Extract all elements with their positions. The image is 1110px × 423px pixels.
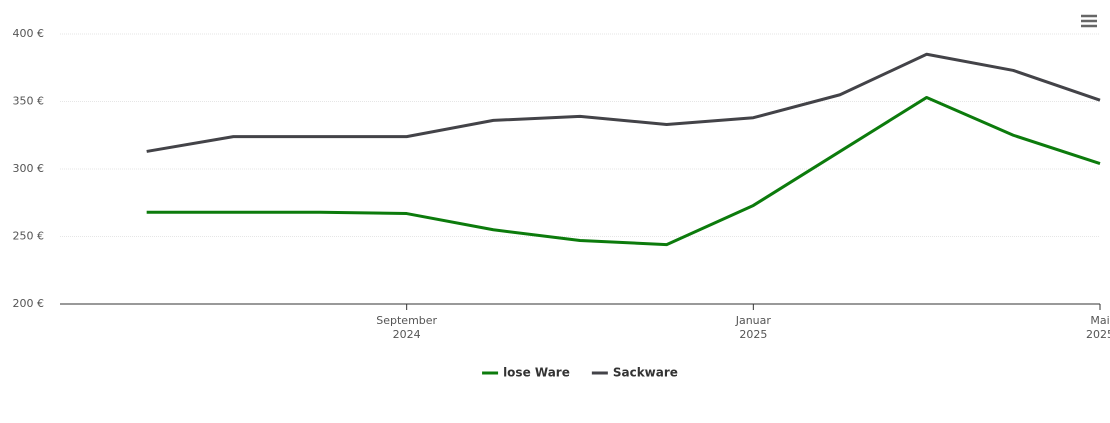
y-tick-label: 400 € [13,27,45,40]
y-tick-label: 300 € [13,162,45,175]
legend-text: Sackware [613,366,678,380]
x-tick-label: September 2024 [376,314,437,341]
legend-item: lose Ware [482,366,570,380]
x-tick-label: Mai2025 [1086,314,1110,341]
legend-text: lose Ware [503,366,570,380]
y-tick-label: 200 € [13,297,45,310]
y-tick-label: 250 € [13,230,45,243]
legend: lose Ware Sackware [482,366,678,380]
legend-item: Sackware [591,366,678,380]
series-line [146,95,1101,247]
series-line [146,52,1101,153]
y-tick-label: 350 € [13,95,45,108]
menu-button[interactable] [1078,12,1100,32]
x-tick-label: Januar 2025 [735,314,772,341]
